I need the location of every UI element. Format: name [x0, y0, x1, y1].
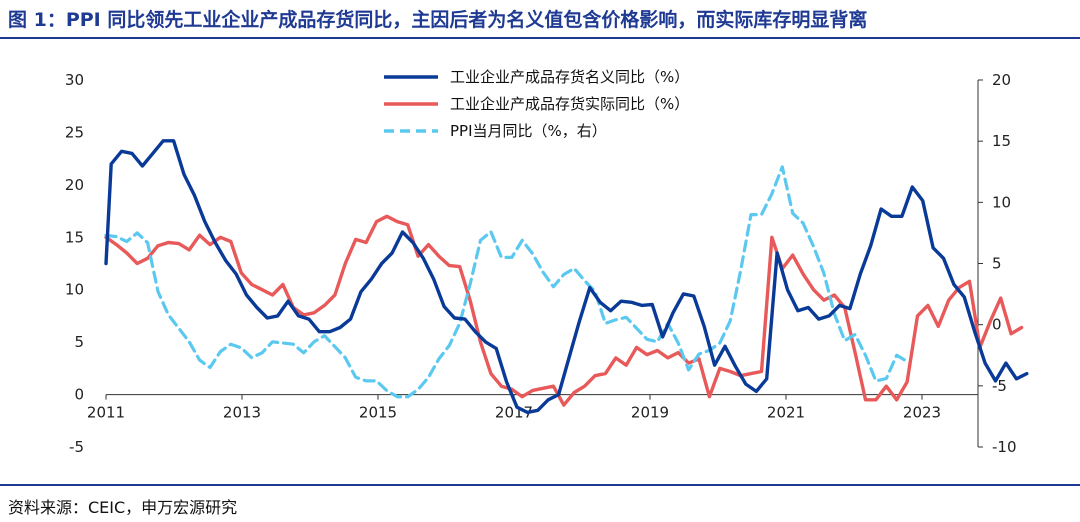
- right-tick-label: 15: [992, 132, 1011, 150]
- right-tick-label: 10: [992, 193, 1011, 211]
- x-tick-label: 2013: [223, 404, 261, 422]
- x-tick-label: 2017: [495, 404, 533, 422]
- left-tick-label: 5: [74, 333, 84, 351]
- left-tick-label: 15: [65, 228, 84, 246]
- right-tick-label: 0: [992, 316, 1002, 334]
- series-line-1: [104, 139, 1029, 415]
- left-tick-label: 25: [65, 123, 84, 141]
- left-tick-label: 10: [65, 281, 84, 299]
- right-tick-label: 5: [992, 255, 1002, 273]
- left-tick-label: 0: [74, 386, 84, 404]
- x-tick-label: 2015: [359, 404, 397, 422]
- x-tick-label: 2021: [767, 404, 805, 422]
- left-tick-label: 30: [65, 71, 84, 89]
- series-line-3: [104, 165, 909, 399]
- legend-label: PPI当月同比（%，右）: [450, 122, 607, 140]
- x-tick-label: 2023: [903, 404, 941, 422]
- x-axis: 2011 2013 2015 2017 2019 2021 2023: [87, 394, 941, 422]
- right-tick-label: -10: [992, 438, 1017, 456]
- left-tick-label: -5: [69, 438, 84, 456]
- footer-rule: [0, 484, 1080, 486]
- chart-title: 图 1：PPI 同比领先工业企业产成品存货同比，主因后者为名义值包含价格影响，而…: [8, 9, 868, 31]
- legend-label: 工业企业产成品存货实际同比（%）: [450, 95, 689, 113]
- right-tick-label: 20: [992, 71, 1011, 89]
- source-note: 资料来源：CEIC，申万宏源研究: [8, 498, 238, 517]
- series-layer: [104, 139, 1029, 415]
- title-underline: [0, 37, 1080, 39]
- left-tick-label: 20: [65, 176, 84, 194]
- series-line-2: [104, 214, 1024, 407]
- x-tick-label: 2019: [631, 404, 669, 422]
- chart-legend: 工业企业产成品存货名义同比（%） 工业企业产成品存货实际同比（%） PPI当月同比（…: [384, 68, 689, 140]
- left-y-axis: -5 0 5 10 15 20 25 30: [65, 71, 84, 456]
- legend-label: 工业企业产成品存货名义同比（%）: [450, 68, 689, 86]
- x-tick-label: 2011: [87, 404, 125, 422]
